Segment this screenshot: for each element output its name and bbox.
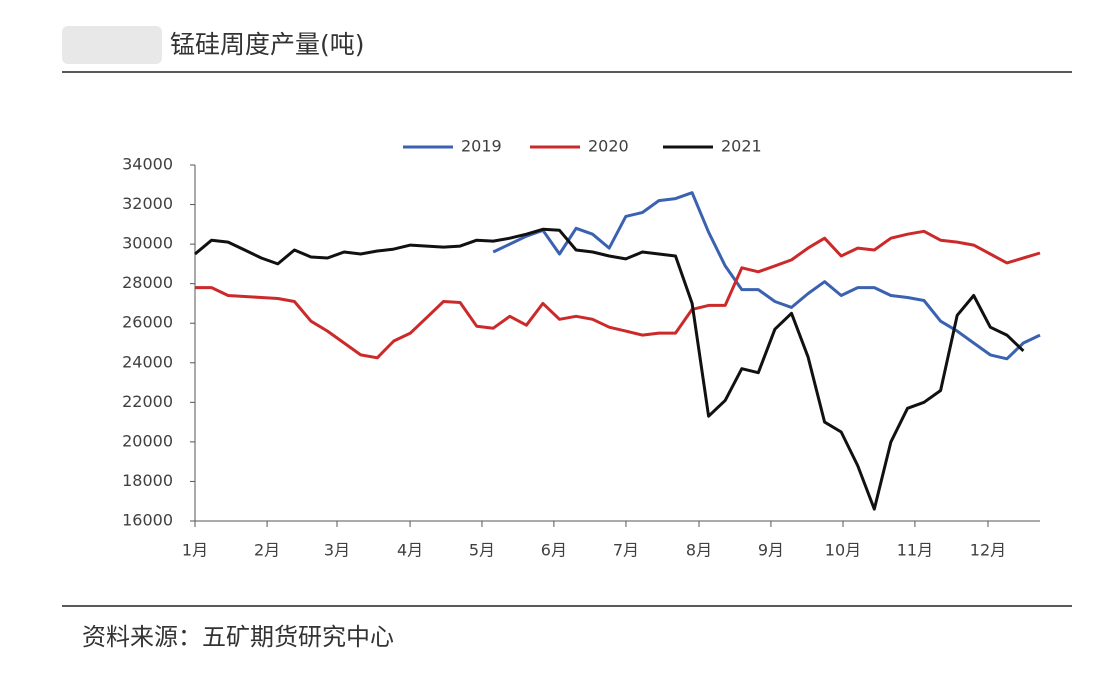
y-tick-label: 28000 [122, 273, 173, 292]
x-tick-label: 7月 [613, 541, 639, 560]
y-tick-label: 34000 [122, 155, 173, 174]
y-tick-label: 20000 [122, 431, 173, 450]
x-tick-label: 12月 [970, 541, 1006, 560]
line-series [194, 227, 1025, 511]
legend-label: 2019 [461, 137, 502, 156]
line-series [492, 191, 1041, 361]
y-tick-label: 30000 [122, 234, 173, 253]
y-tick-label: 16000 [122, 511, 173, 530]
x-tick-label: 8月 [686, 541, 712, 560]
x-tick-label: 6月 [541, 541, 567, 560]
chart: 16000 18000 20000 22000 24000 26000 28000 30000… [122, 137, 1041, 560]
y-tick-label: 26000 [122, 313, 173, 332]
y-tick-label: 24000 [122, 352, 173, 371]
page-title: 锰硅周度产量(吨) [170, 30, 365, 59]
y-tick-label: 18000 [122, 471, 173, 490]
x-tick-label: 10月 [825, 541, 861, 560]
x-tick-label: 3月 [324, 541, 350, 560]
legend-label: 2021 [721, 137, 762, 156]
x-tick-label: 1月 [182, 541, 208, 560]
x-tick-label: 2月 [254, 541, 280, 560]
y-tick-label: 22000 [122, 392, 173, 411]
legend-label: 2020 [588, 137, 629, 156]
blurred-logo [62, 26, 162, 64]
source-note: 资料来源：五矿期货研究中心 [82, 623, 394, 651]
y-tick-label: 32000 [122, 194, 173, 213]
x-tick-label: 4月 [397, 541, 423, 560]
x-tick-label: 9月 [758, 541, 784, 560]
x-tick-label: 11月 [897, 541, 933, 560]
x-tick-label: 5月 [469, 541, 495, 560]
line-series [195, 229, 1041, 360]
